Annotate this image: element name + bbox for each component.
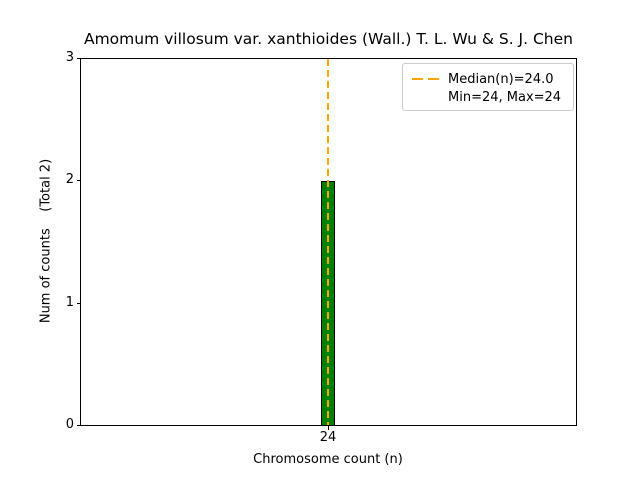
xtick-24 — [327, 426, 329, 430]
xtick-label-24: 24 — [319, 430, 337, 445]
median-line-sample-icon — [412, 77, 439, 81]
ytick-2 — [76, 180, 80, 181]
x-axis-label: Chromosome count (n) — [253, 452, 403, 467]
chart-title: Amomum villosum var. xanthioides (Wall.)… — [83, 30, 573, 48]
y-axis-label: Num of counts (Total 2) — [38, 158, 54, 324]
ytick-0 — [76, 425, 80, 426]
ytick-label-1: 1 — [65, 295, 74, 310]
ytick-label-0: 0 — [65, 417, 74, 432]
ytick-label-2: 2 — [65, 172, 74, 187]
ytick-1 — [76, 302, 80, 304]
median-dashed-line — [326, 59, 330, 425]
empty-handle — [412, 96, 439, 99]
ytick-label-3: 3 — [65, 50, 74, 65]
legend-label-median: Median(n)=24.0 — [448, 71, 554, 87]
legend-label-minmax: Min=24, Max=24 — [448, 89, 562, 105]
ytick-3 — [76, 57, 80, 59]
legend: Median(n)=24.0 Min=24, Max=24 — [402, 63, 574, 111]
plot-area: Median(n)=24.0 Min=24, Max=24 — [80, 58, 577, 426]
legend-entry-median: Median(n)=24.0 — [412, 70, 564, 88]
legend-entry-minmax: Min=24, Max=24 — [412, 88, 564, 106]
